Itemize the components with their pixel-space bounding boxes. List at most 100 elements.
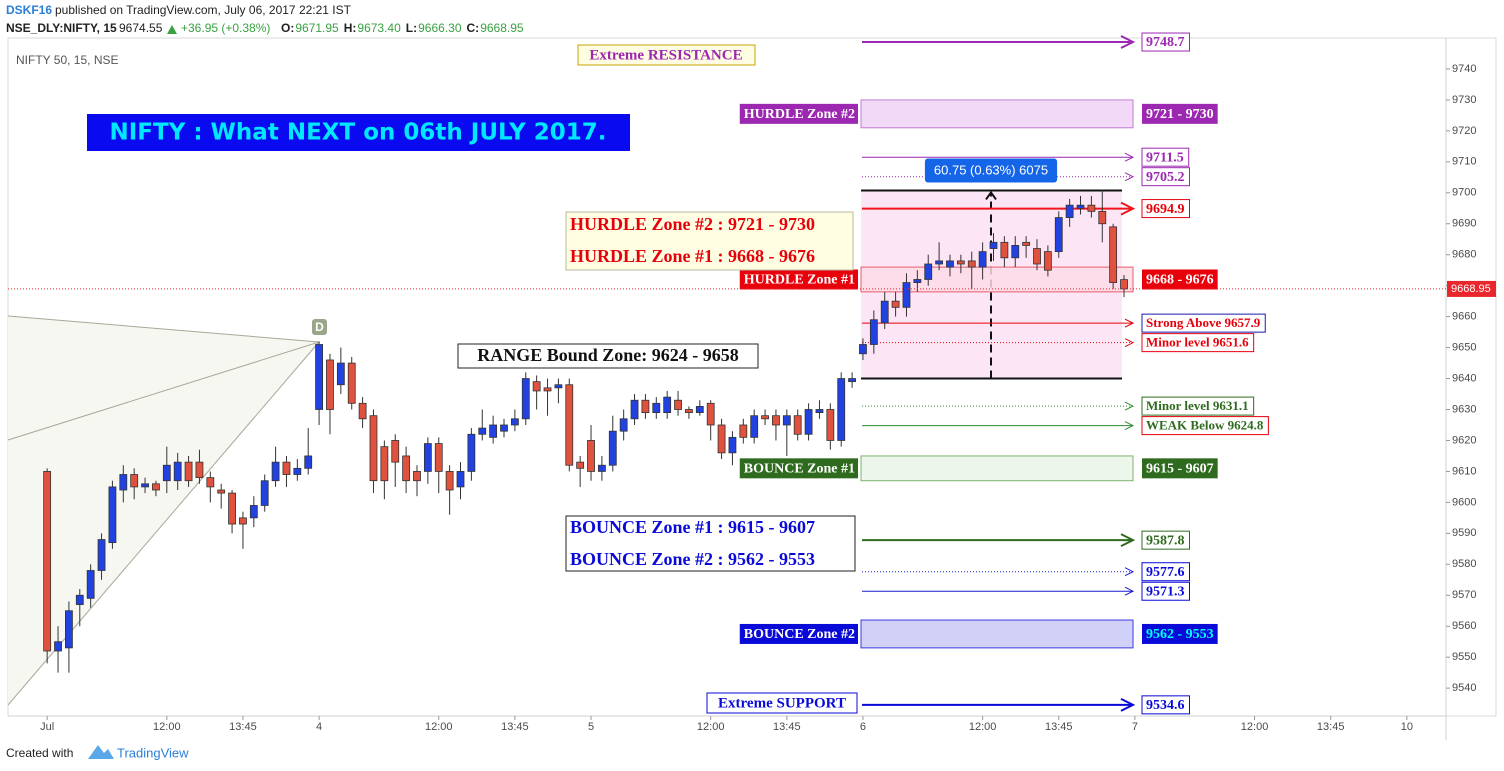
candle-body bbox=[782, 415, 791, 426]
candle-body bbox=[587, 440, 595, 472]
level-label-box bbox=[1141, 313, 1266, 333]
range-note: RANGE Bound Zone: 9624 - 9658 bbox=[477, 345, 739, 365]
candle-body bbox=[119, 474, 128, 491]
candle-body bbox=[793, 415, 802, 435]
candle-body bbox=[1120, 279, 1128, 290]
candle-body bbox=[772, 415, 780, 426]
level-label: 9694.9 bbox=[1146, 202, 1185, 217]
brand-logo bbox=[88, 745, 114, 759]
level-label-box bbox=[1141, 581, 1190, 601]
zone-range: 9562 - 9553 bbox=[1146, 627, 1214, 642]
level-label: Minor level 9651.6 bbox=[1146, 335, 1249, 350]
level-label: 9571.3 bbox=[1146, 584, 1185, 599]
candle-body bbox=[271, 461, 280, 482]
y-tick-label: 9600 bbox=[1452, 496, 1476, 508]
ohlc-value: 9671.95 bbox=[295, 21, 339, 35]
candle-body bbox=[326, 359, 334, 410]
fan-fill bbox=[8, 316, 319, 705]
candle-body bbox=[1087, 204, 1096, 212]
candle-body bbox=[815, 409, 824, 414]
candle-body bbox=[489, 424, 498, 438]
candle-body bbox=[848, 378, 856, 383]
level-arrow bbox=[1124, 318, 1135, 328]
bounce-note: BOUNCE Zone #2 : 9562 - 9553 bbox=[570, 549, 815, 569]
fan-line bbox=[7, 315, 320, 343]
x-tick-label: 13:45 bbox=[1045, 721, 1073, 733]
point-label: D bbox=[315, 320, 324, 334]
level-arrow bbox=[1124, 567, 1135, 577]
zone-name-box bbox=[739, 103, 858, 124]
fan-line bbox=[7, 341, 320, 441]
ohlc-value: 9673.40 bbox=[357, 21, 401, 35]
candle-body bbox=[86, 570, 95, 599]
candle-body bbox=[500, 424, 508, 432]
level-label-box bbox=[1141, 167, 1190, 187]
candle-body bbox=[978, 251, 987, 268]
zone-name-box bbox=[739, 269, 858, 290]
candle-body bbox=[54, 641, 62, 652]
candle-body bbox=[228, 492, 236, 525]
x-tick-label: 6 bbox=[860, 721, 866, 733]
candle-body bbox=[1065, 204, 1074, 218]
level-label: 9534.6 bbox=[1146, 698, 1185, 713]
published: published on TradingView.com, July 06, 2… bbox=[55, 3, 352, 17]
extreme-support: Extreme SUPPORT bbox=[718, 695, 846, 711]
level-label-box bbox=[1141, 333, 1255, 353]
ohlc-key: O: bbox=[281, 21, 294, 35]
candle-body bbox=[206, 477, 215, 488]
candle-body bbox=[913, 279, 922, 283]
level-label: 9587.8 bbox=[1146, 533, 1185, 548]
candle-body bbox=[445, 471, 454, 491]
x-tick-label: 13:45 bbox=[501, 721, 529, 733]
y-tick-label: 9590 bbox=[1452, 527, 1476, 539]
candle-body bbox=[358, 402, 367, 420]
zone-name: BOUNCE Zone #2 bbox=[744, 627, 855, 642]
level-label-box bbox=[1141, 416, 1269, 436]
level-label: 9705.2 bbox=[1146, 170, 1185, 185]
level-arrow bbox=[1124, 172, 1135, 182]
candle-body bbox=[891, 300, 900, 308]
candle-body bbox=[282, 461, 291, 475]
extreme-resistance: Extreme RESISTANCE bbox=[589, 47, 742, 63]
level-label-box bbox=[1141, 562, 1190, 582]
level-label-box bbox=[1141, 147, 1190, 167]
candle-body bbox=[1043, 251, 1052, 271]
y-tick-label: 9620 bbox=[1452, 434, 1476, 446]
candle-body bbox=[173, 461, 182, 482]
up-arrow bbox=[167, 25, 177, 34]
ohlc-key: H: bbox=[344, 21, 357, 35]
y-tick-label: 9690 bbox=[1452, 218, 1476, 230]
candle-body bbox=[956, 260, 965, 265]
candle-body bbox=[576, 461, 585, 469]
candle-body bbox=[739, 424, 748, 438]
candle-body bbox=[249, 505, 258, 519]
hurdle-note: HURDLE Zone #1 : 9668 - 9676 bbox=[570, 246, 815, 266]
y-tick-label: 9680 bbox=[1452, 249, 1476, 261]
candle-body bbox=[184, 461, 193, 482]
publisher: DSKF16 bbox=[6, 3, 52, 17]
candle-body bbox=[685, 409, 693, 414]
level-label-box bbox=[1141, 32, 1190, 52]
y-tick-label: 9580 bbox=[1452, 558, 1476, 570]
candle-body bbox=[75, 594, 84, 605]
candle-body bbox=[315, 344, 323, 410]
x-tick-label: 10 bbox=[1401, 721, 1413, 733]
level-arrow bbox=[1120, 201, 1136, 216]
y-tick-label: 9730 bbox=[1452, 94, 1476, 106]
level-arrow bbox=[1124, 338, 1135, 348]
zone-range-box bbox=[1142, 269, 1218, 290]
candle-body bbox=[717, 424, 726, 454]
candle-body bbox=[565, 384, 574, 466]
level-label-box bbox=[1141, 396, 1255, 416]
x-tick-label: 12:00 bbox=[425, 721, 453, 733]
candle-body bbox=[837, 378, 846, 441]
zone-name: HURDLE Zone #2 bbox=[744, 107, 855, 122]
candle-body bbox=[652, 402, 661, 414]
bounce-note-box bbox=[565, 515, 856, 572]
price: 9674.55 bbox=[119, 21, 163, 35]
measure-label-box bbox=[924, 158, 1058, 183]
x-tick-label: 7 bbox=[1132, 721, 1138, 733]
candle-body bbox=[598, 464, 606, 472]
